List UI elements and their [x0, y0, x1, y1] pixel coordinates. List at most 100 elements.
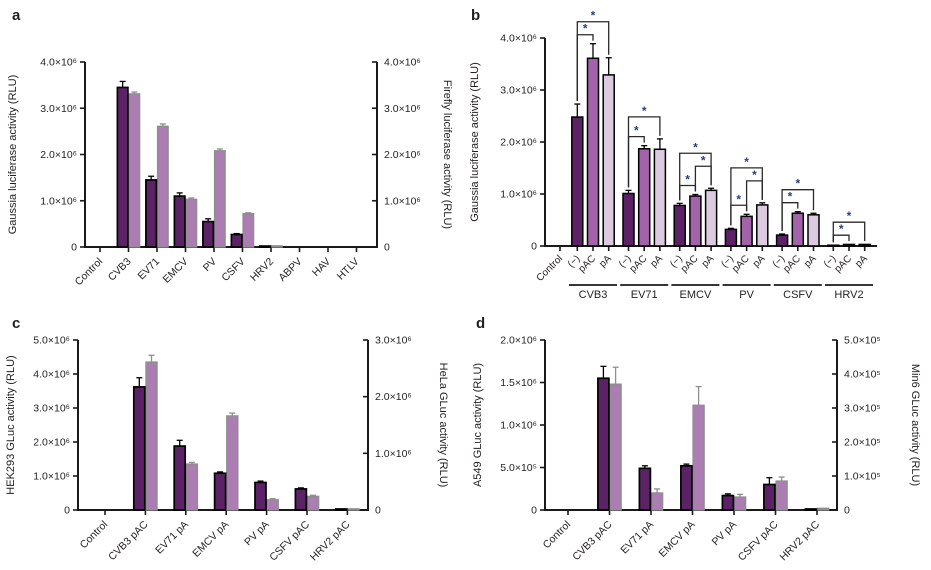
significance-asterisk: *	[701, 153, 706, 167]
category-label: Control	[78, 519, 110, 551]
left-axis-title: HEK293 GLuc activity (RLU)	[5, 355, 17, 494]
left-tick-label: 4.0×10⁶	[40, 57, 77, 69]
bar-firefly-luciferase	[242, 212, 255, 248]
category-label: pA	[853, 253, 870, 270]
bar-gaussia-luciferase	[230, 233, 243, 248]
left-tick-label: 5.0×10⁵	[500, 462, 537, 474]
bar-hek293-gluc	[132, 386, 146, 511]
bar-hela-gluc	[145, 361, 158, 511]
panel-c-letter: c	[12, 315, 21, 332]
bar-hrv2-0	[827, 244, 840, 247]
category-label: HTLV	[335, 256, 362, 283]
bar-pv-1	[740, 215, 753, 247]
right-tick-label: 2.0×10⁵	[844, 437, 881, 449]
left-axis-title: Gaussia luciferase activity (RLU)	[7, 75, 19, 235]
left-axis-title: A549 GLuc activity (RLU)	[472, 363, 484, 487]
bar-csfv-0	[775, 234, 789, 247]
bar-cvb3-1	[586, 57, 600, 247]
left-tick-label: 4.0×10⁶	[500, 33, 537, 45]
category-label: EMCV pA	[657, 519, 698, 560]
significance-asterisk: *	[685, 173, 690, 187]
bar-cvb3-2	[602, 74, 615, 247]
category-label: pA	[700, 253, 717, 270]
left-tick-label: 3.0×10⁶	[33, 403, 70, 415]
right-tick-label: 4.0×10⁵	[844, 369, 881, 381]
significance-asterisk: *	[744, 155, 749, 169]
bar-min6-gluc	[650, 492, 664, 511]
bar-hek293-gluc	[254, 481, 267, 511]
significance-asterisk: *	[736, 192, 741, 206]
left-tick-label: 1.0×10⁶	[500, 189, 537, 201]
bar-csfv-2	[807, 214, 820, 247]
panel-a-chart: 0 1.0×10⁶ 2.0×10⁶ 3.0×10⁶ 4.0×10⁶ 0 1.0×10⁶ 2.0…	[7, 57, 453, 289]
right-tick-label: 1.0×10⁶	[384, 195, 421, 207]
group-label: CSFV	[783, 289, 813, 301]
category-label: PV pA	[242, 519, 272, 549]
group-label: EMCV	[680, 289, 712, 301]
bar-pv-2	[756, 204, 769, 247]
significance-bracket	[832, 234, 850, 243]
category-label: EMCV pA	[190, 519, 231, 560]
left-tick-label: 4.0×10⁶	[33, 369, 70, 381]
significance-asterisk: *	[583, 22, 588, 36]
bar-min6-gluc	[775, 480, 788, 511]
category-label: Control	[535, 253, 566, 284]
category-label: HAV	[310, 256, 333, 279]
left-tick-label: 2.0×10⁶	[500, 335, 537, 347]
category-label: CVB3 pAC	[570, 518, 615, 563]
right-tick-label: 4.0×10⁶	[384, 57, 421, 69]
category-label: PV pA	[710, 519, 740, 549]
bar-hrv2-1	[842, 243, 856, 247]
bar-hek293-gluc	[213, 472, 227, 511]
left-tick-label: 1.0×10⁶	[40, 195, 77, 207]
left-tick-label: 5.0×10⁶	[33, 335, 70, 347]
panel-c-chart: 0 1.0×10⁶ 2.0×10⁶ 3.0×10⁶ 4.0×10⁶ 5.0×10⁶ 0 1.0…	[5, 335, 449, 564]
significance-bracket	[832, 221, 866, 243]
bar-emcv-0	[673, 204, 686, 247]
bar-gaussia-luciferase	[145, 179, 158, 248]
panel-d-chart: 0 5.0×10⁵ 1.0×10⁶ 1.5×10⁶ 2.0×10⁶ 0 1.0×10⁵ 2.0…	[472, 335, 921, 564]
bar-hela-gluc	[185, 463, 199, 511]
group-label: HRV2	[834, 289, 863, 301]
category-label: pA	[597, 253, 614, 270]
bar-firefly-luciferase	[185, 198, 198, 248]
left-tick-label: 1.5×10⁶	[500, 377, 537, 389]
category-label: CVB3	[106, 256, 134, 284]
right-axis-title: HeLa GLuc activity (RLU)	[437, 363, 449, 488]
bar-emcv-1	[689, 195, 702, 247]
bar-cvb3-0	[571, 116, 584, 247]
significance-asterisk: *	[795, 177, 800, 191]
group-label: EV71	[631, 289, 658, 301]
category-label: pAC	[577, 253, 599, 275]
right-tick-label: 5.0×10⁵	[844, 335, 881, 347]
left-tick-label: 0	[64, 505, 70, 517]
category-label: pAC	[679, 253, 701, 275]
category-label: Control	[541, 519, 573, 551]
right-tick-label: 0	[375, 505, 381, 517]
bar-hela-gluc	[266, 499, 279, 511]
category-label: ABPV	[276, 256, 304, 284]
bar-emcv-2	[704, 189, 718, 247]
left-axis-title: Gaussia luciferase activity (RLU)	[469, 62, 481, 222]
bar-a549-gluc	[721, 494, 735, 511]
bar-ev71-0	[622, 192, 635, 247]
left-tick-label: 1.0×10⁶	[500, 420, 537, 432]
bar-min6-gluc	[692, 404, 705, 511]
bar-ev71-2	[653, 148, 667, 247]
category-label: Control	[73, 256, 105, 288]
bar-firefly-luciferase	[156, 125, 169, 248]
bar-gaussia-luciferase	[259, 245, 272, 248]
category-label: pA	[751, 253, 768, 270]
bar-ev71-1	[637, 148, 651, 247]
right-tick-label: 2.0×10⁶	[375, 391, 412, 403]
left-tick-label: 2.0×10⁶	[40, 149, 77, 161]
bar-firefly-luciferase	[270, 245, 283, 248]
significance-asterisk: *	[642, 104, 647, 118]
left-tick-label: 3.0×10⁶	[40, 103, 77, 115]
left-tick-label: 1.0×10⁶	[33, 471, 70, 483]
left-tick-label: 0	[531, 241, 537, 253]
left-tick-label: 2.0×10⁶	[500, 137, 537, 149]
bar-a549-gluc	[638, 467, 652, 511]
significance-bracket	[576, 21, 610, 102]
